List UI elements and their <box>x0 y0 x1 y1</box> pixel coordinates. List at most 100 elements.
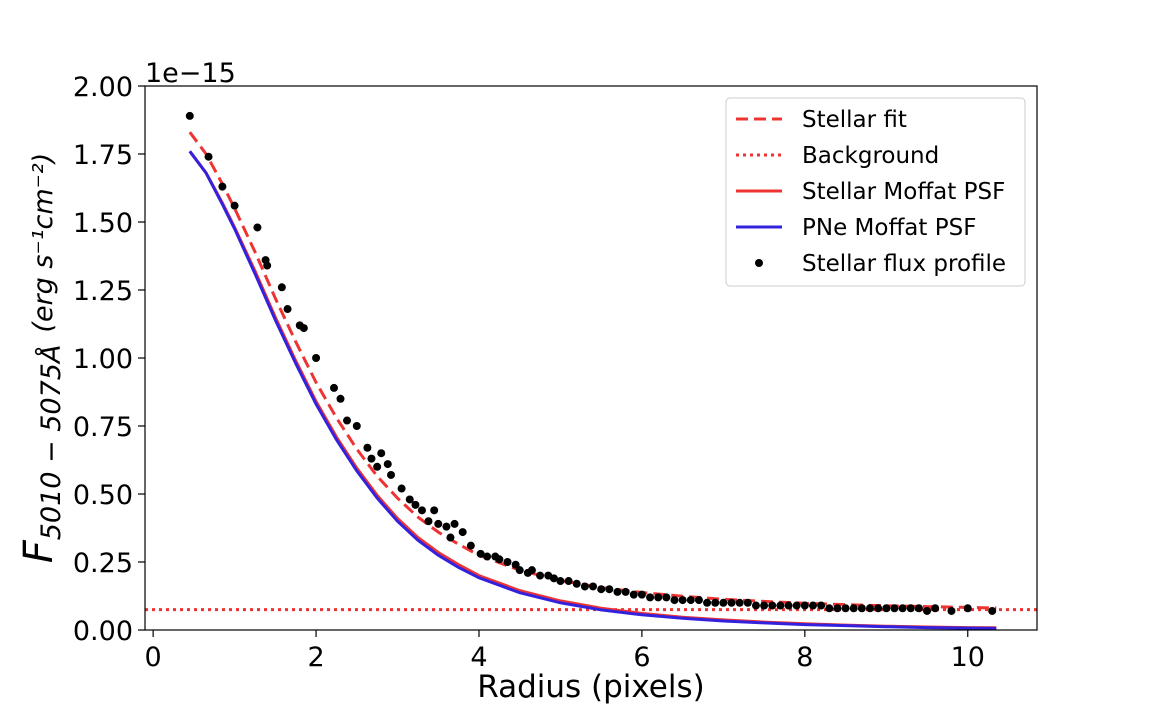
legend-label: Background <box>802 143 939 169</box>
flux-data-point <box>963 604 972 613</box>
flux-data-point <box>411 500 420 509</box>
x-tick-label: 10 <box>951 642 985 673</box>
flux-data-point <box>760 601 769 610</box>
x-tick-label: 0 <box>145 642 162 673</box>
flux-data-point <box>662 593 671 602</box>
flux-data-point <box>817 601 826 610</box>
flux-data-point <box>711 598 720 607</box>
flux-data-point <box>383 460 392 469</box>
flux-data-point <box>874 604 883 613</box>
flux-data-point <box>442 522 451 531</box>
x-tick-label: 6 <box>633 642 650 673</box>
flux-data-point <box>185 111 194 120</box>
flux-data-point <box>841 604 850 613</box>
axes-frame <box>144 85 1038 631</box>
flux-data-point <box>218 182 227 191</box>
y-tick-label: 1.00 <box>73 344 133 375</box>
flux-data-point <box>377 449 386 458</box>
flux-data-point <box>580 582 589 591</box>
flux-data-point <box>931 604 940 613</box>
flux-data-point <box>503 558 512 566</box>
flux-data-point <box>277 283 286 292</box>
flux-data-point <box>511 560 520 569</box>
series-line-pne-moffat-psf <box>188 150 997 630</box>
flux-data-point <box>849 604 858 613</box>
flux-data-point <box>914 604 923 613</box>
flux-data-point <box>727 598 736 607</box>
flux-data-point <box>263 261 272 270</box>
x-tick-label: 8 <box>796 642 813 673</box>
flux-data-point <box>629 590 638 599</box>
flux-data-point <box>466 541 475 550</box>
flux-data-point <box>637 590 646 599</box>
flux-data-point <box>405 495 414 504</box>
y-tick-label: 1.25 <box>73 276 133 307</box>
flux-data-point <box>417 506 426 515</box>
x-tick-label: 4 <box>470 642 487 673</box>
flux-data-point <box>597 585 606 594</box>
flux-data-point <box>373 462 382 471</box>
flux-data-point <box>719 598 728 607</box>
y-tick-label: 0.00 <box>73 616 133 647</box>
flux-data-point <box>898 604 907 613</box>
flux-data-point <box>792 601 801 610</box>
flux-data-point <box>458 528 467 537</box>
legend-marker <box>755 259 763 267</box>
flux-data-point <box>654 593 663 602</box>
flux-data-point <box>589 582 598 591</box>
flux-data-point <box>882 604 891 613</box>
flux-data-point <box>825 604 834 613</box>
y-tick-label: 2.00 <box>73 72 133 103</box>
legend-entry: Stellar fit <box>736 107 907 133</box>
flux-data-point <box>204 152 213 161</box>
plot-area <box>145 111 1037 630</box>
flux-data-point <box>768 601 777 610</box>
flux-data-point <box>646 593 655 602</box>
flux-data-point <box>536 571 545 580</box>
flux-data-point <box>253 223 262 232</box>
y-tick-label: 1.75 <box>73 140 133 171</box>
flux-data-point <box>906 604 915 613</box>
legend-entry: Stellar flux profile <box>755 251 1006 277</box>
flux-data-point <box>430 506 439 515</box>
legend-entry: Stellar Moffat PSF <box>736 179 1005 205</box>
flux-data-point <box>751 601 760 610</box>
flux-data-point <box>434 519 443 528</box>
flux-data-point <box>784 601 793 610</box>
flux-data-point <box>556 577 565 586</box>
x-tick-label: 2 <box>307 642 324 673</box>
flux-data-point <box>947 606 956 615</box>
y-axis-label: F5010 − 5075Å (erg s⁻¹cm⁻²) <box>16 153 67 564</box>
flux-data-point <box>329 383 338 392</box>
flux-data-point <box>424 517 433 526</box>
flux-data-point <box>857 604 866 613</box>
flux-data-point <box>446 533 455 542</box>
flux-data-point <box>678 596 687 605</box>
flux-data-point <box>670 596 679 605</box>
flux-data-point <box>776 601 785 610</box>
flux-data-point <box>495 555 504 564</box>
flux-data-point <box>694 596 703 605</box>
legend-label: PNe Moffat PSF <box>802 215 976 241</box>
flux-data-point <box>397 484 406 493</box>
flux-data-point <box>283 305 292 314</box>
flux-data-point <box>621 587 630 596</box>
flux-data-point <box>230 201 239 210</box>
flux-data-point <box>988 606 997 615</box>
y-tick-label: 1.50 <box>73 208 133 239</box>
flux-data-point <box>363 443 372 452</box>
flux-data-point <box>387 470 396 479</box>
flux-data-point <box>613 587 622 596</box>
flux-data-point <box>476 549 485 558</box>
flux-data-point <box>605 585 614 594</box>
flux-data-point <box>743 598 752 607</box>
axis-ticks: 0 2 4 6 8 10 0.00 0.25 0.50 0.75 1.00 1.25 1.50 1.75 2… <box>73 72 985 673</box>
y-axis-label-units: (erg s⁻¹cm⁻²) <box>28 153 59 333</box>
legend-entry: Background <box>736 143 939 169</box>
y-tick-label: 0.75 <box>73 412 133 443</box>
flux-data-point <box>833 604 842 613</box>
flux-data-point <box>686 596 695 605</box>
flux-data-point <box>527 566 536 575</box>
